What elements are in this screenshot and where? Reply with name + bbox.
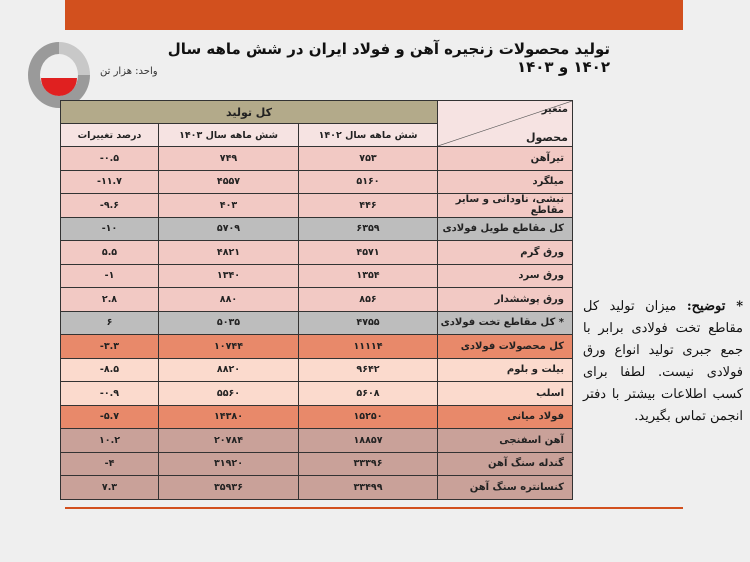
value-1402: ۸۵۶	[298, 287, 438, 312]
table-row: گندله سنگ آهن ۳۳۳۹۶ ۳۱۹۲۰ -۴	[60, 451, 573, 476]
value-1403: ۴۵۵۷	[158, 169, 299, 194]
value-1403: ۵۰۳۵	[158, 310, 299, 335]
value-1403: ۱۴۳۸۰	[158, 404, 299, 429]
value-1402: ۵۱۶۰	[298, 169, 438, 194]
product-name: تیرآهن	[437, 146, 573, 171]
change-percent: -۰.۹	[60, 381, 159, 406]
value-1402: ۵۶۰۸	[298, 381, 438, 406]
value-1403: ۸۸۰	[158, 287, 299, 312]
association-logo	[28, 42, 90, 108]
value-1403: ۱۳۴۰	[158, 263, 299, 288]
column-header-1402: شش ماهه سال ۱۴۰۲	[298, 123, 438, 147]
footnote: * توضیح: میزان تولید کل مقاطع تخت فولادی…	[583, 296, 743, 428]
table-row: فولاد میانی ۱۵۲۵۰ ۱۴۳۸۰ -۵.۷	[60, 404, 573, 429]
column-header-1403: شش ماهه سال ۱۴۰۳	[158, 123, 299, 147]
change-percent: -۹.۶	[60, 193, 159, 218]
value-1403: ۳۵۹۳۶	[158, 475, 299, 500]
table-row: آهن اسفنجی ۱۸۸۵۷ ۲۰۷۸۴ ۱۰.۲	[60, 428, 573, 453]
value-1402: ۴۵۷۱	[298, 240, 438, 265]
table-row: ورق گرم ۴۵۷۱ ۴۸۲۱ ۵.۵	[60, 240, 573, 265]
change-percent: -۴	[60, 451, 159, 476]
table-row: بیلت و بلوم ۹۶۴۲ ۸۸۲۰ -۸.۵	[60, 357, 573, 382]
value-1403: ۴۸۲۱	[158, 240, 299, 265]
change-percent: ۷.۳	[60, 475, 159, 500]
table-row: نبشی، ناودانی و سایر مقاطع ۴۴۶ ۴۰۳ -۹.۶	[60, 193, 573, 218]
change-percent: ۱۰.۲	[60, 428, 159, 453]
value-1403: ۱۰۷۴۴	[158, 334, 299, 359]
value-1402: ۷۵۳	[298, 146, 438, 171]
footnote-text: میزان تولید کل مقاطع تخت فولادی برابر با…	[583, 299, 743, 424]
product-name: نبشی، ناودانی و سایر مقاطع	[437, 193, 573, 218]
variable-label: متغیر	[541, 104, 568, 115]
value-1402: ۴۴۶	[298, 193, 438, 218]
column-header-change: درصد تغییرات	[60, 123, 159, 147]
production-table: متغیر محصول کل تولید شش ماهه سال ۱۴۰۲ شش…	[60, 100, 573, 500]
value-1403: ۵۷۰۹	[158, 216, 299, 241]
value-1403: ۸۸۲۰	[158, 357, 299, 382]
product-name: فولاد میانی	[437, 404, 573, 429]
product-label: محصول	[525, 131, 568, 144]
table-row: کنسانتره سنگ آهن ۳۳۴۹۹ ۳۵۹۳۶ ۷.۳	[60, 475, 573, 500]
corner-header: متغیر محصول	[437, 100, 573, 147]
product-name: ورق سرد	[437, 263, 573, 288]
product-name: ورق گرم	[437, 240, 573, 265]
value-1402: ۶۳۵۹	[298, 216, 438, 241]
value-1402: ۹۶۴۲	[298, 357, 438, 382]
change-percent: -۳.۳	[60, 334, 159, 359]
value-1403: ۴۰۳	[158, 193, 299, 218]
product-name: کل محصولات فولادی	[437, 334, 573, 359]
change-percent: -۱	[60, 263, 159, 288]
table-row: تیرآهن ۷۵۳ ۷۴۹ -۰.۵	[60, 146, 573, 171]
top-banner	[65, 0, 683, 30]
product-name: بیلت و بلوم	[437, 357, 573, 382]
value-1403: ۵۵۶۰	[158, 381, 299, 406]
change-percent: -۵.۷	[60, 404, 159, 429]
change-percent: -۰.۵	[60, 146, 159, 171]
table-row: اسلب ۵۶۰۸ ۵۵۶۰ -۰.۹	[60, 381, 573, 406]
value-1402: ۴۷۵۵	[298, 310, 438, 335]
value-1402: ۱۸۸۵۷	[298, 428, 438, 453]
table-row: کل مقاطع طویل فولادی ۶۳۵۹ ۵۷۰۹ -۱۰	[60, 216, 573, 241]
change-percent: -۱۰	[60, 216, 159, 241]
product-name: کنسانتره سنگ آهن	[437, 475, 573, 500]
value-1402: ۱۱۱۱۴	[298, 334, 438, 359]
change-percent: ۲.۸	[60, 287, 159, 312]
table-row: * کل مقاطع تخت فولادی ۴۷۵۵ ۵۰۳۵ ۶	[60, 310, 573, 335]
product-name: * کل مقاطع تخت فولادی	[437, 310, 573, 335]
value-1402: ۱۵۲۵۰	[298, 404, 438, 429]
table-row: ورق پوششدار ۸۵۶ ۸۸۰ ۲.۸	[60, 287, 573, 312]
table-row: میلگرد ۵۱۶۰ ۴۵۵۷ -۱۱.۷	[60, 169, 573, 194]
value-1402: ۳۳۳۹۶	[298, 451, 438, 476]
product-name: ورق پوششدار	[437, 287, 573, 312]
group-header: کل تولید	[60, 100, 438, 124]
change-percent: -۸.۵	[60, 357, 159, 382]
change-percent: ۵.۵	[60, 240, 159, 265]
value-1403: ۲۰۷۸۴	[158, 428, 299, 453]
unit-label: واحد: هزار تن	[100, 66, 158, 77]
value-1403: ۳۱۹۲۰	[158, 451, 299, 476]
value-1402: ۱۳۵۴	[298, 263, 438, 288]
product-name: کل مقاطع طویل فولادی	[437, 216, 573, 241]
footnote-label: * توضیح:	[686, 299, 744, 314]
change-percent: ۶	[60, 310, 159, 335]
product-name: آهن اسفنجی	[437, 428, 573, 453]
value-1402: ۳۳۴۹۹	[298, 475, 438, 500]
change-percent: -۱۱.۷	[60, 169, 159, 194]
product-name: میلگرد	[437, 169, 573, 194]
table-row: ورق سرد ۱۳۵۴ ۱۳۴۰ -۱	[60, 263, 573, 288]
value-1403: ۷۴۹	[158, 146, 299, 171]
bottom-divider	[65, 507, 683, 509]
product-name: اسلب	[437, 381, 573, 406]
product-name: گندله سنگ آهن	[437, 451, 573, 476]
table-row: کل محصولات فولادی ۱۱۱۱۴ ۱۰۷۴۴ -۳.۳	[60, 334, 573, 359]
page-title: تولید محصولات زنجیره آهن و فولاد ایران د…	[167, 40, 610, 76]
